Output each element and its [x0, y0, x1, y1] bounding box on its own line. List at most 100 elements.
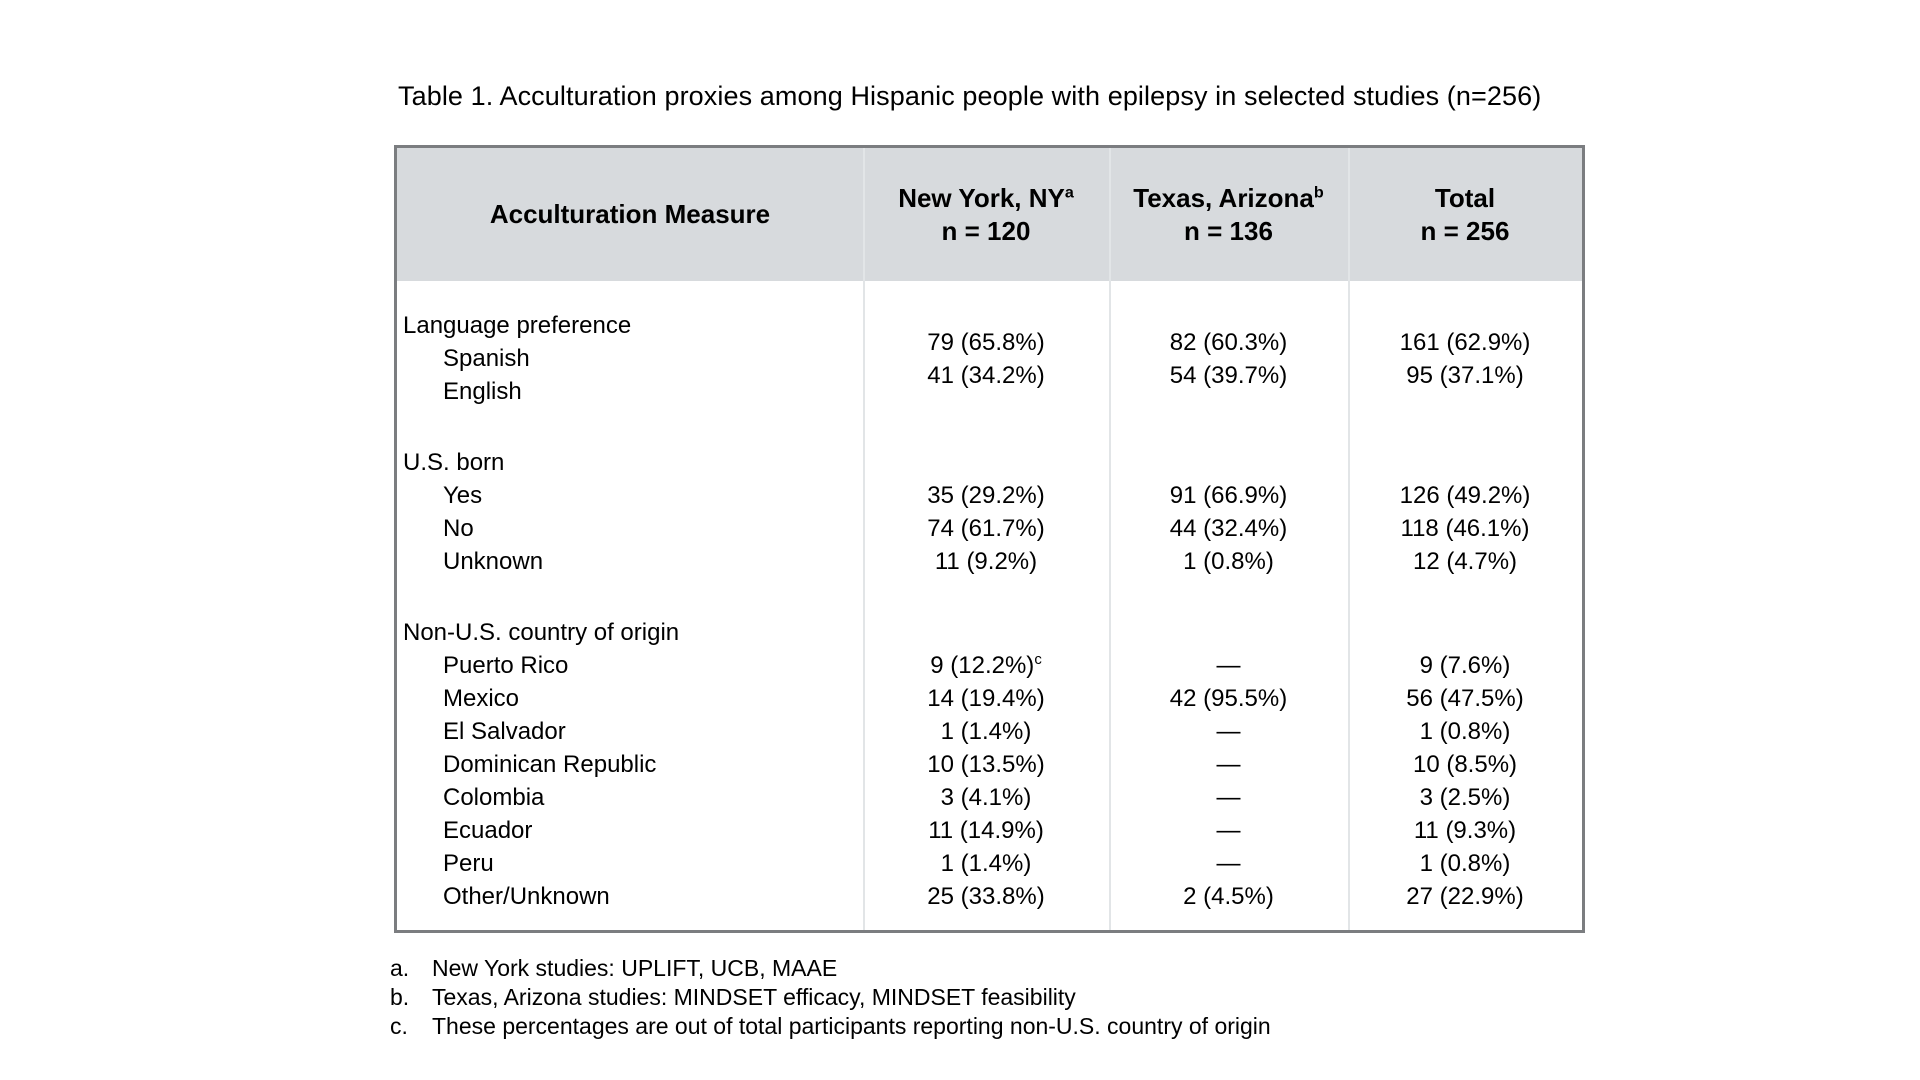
- value-tx: —: [1216, 784, 1241, 811]
- value-cell-ny: 11 (14.9%): [863, 814, 1109, 847]
- value-cell-tx: —: [1109, 781, 1348, 814]
- value-ny: 10 (13.5%): [927, 751, 1045, 778]
- value-cell-tx: —: [1109, 649, 1348, 682]
- value-cell-total: 10 (8.5%): [1348, 748, 1582, 781]
- value-cell-total: 161 (62.9%): [1348, 326, 1582, 359]
- footnote-marker: a.: [390, 955, 410, 981]
- row-label: Spanish: [443, 345, 530, 372]
- value-cell-total: 3 (2.5%): [1348, 781, 1582, 814]
- table-body: Language preference Spanish English 79 (65.…: [397, 281, 1582, 935]
- value-cell-ny: 9 (12.2%)c: [863, 649, 1109, 682]
- header-measure-label: Acculturation Measure: [489, 199, 771, 229]
- value-tx: 42 (95.5%): [1169, 685, 1288, 712]
- column-divider: [863, 148, 865, 930]
- table-section: Language preference Spanish English 79 (65.…: [397, 309, 1582, 408]
- value-cell-total: 118 (46.1%): [1348, 512, 1582, 545]
- value-cell-total: 27 (22.9%): [1348, 880, 1582, 913]
- value-cell-total: 11 (9.3%): [1348, 814, 1582, 847]
- value-cell-total: 1 (0.8%): [1348, 715, 1582, 748]
- value-ny: 25 (33.8%): [927, 883, 1045, 910]
- value-tx: 54 (39.7%): [1169, 361, 1288, 389]
- footnote-text: Texas, Arizona studies: MINDSET efficacy…: [432, 984, 1076, 1010]
- value-total: 11 (9.3%): [1413, 817, 1517, 844]
- value-ny: 41 (34.2%): [927, 361, 1045, 389]
- value-tx: 91 (66.9%): [1169, 482, 1288, 509]
- row-label: Ecuador: [443, 817, 533, 844]
- value-cell-ny: 74 (61.7%): [863, 512, 1109, 545]
- value-total: 118 (46.1%): [1400, 515, 1530, 542]
- footnote-text: These percentages are out of total parti…: [432, 1013, 1271, 1039]
- row-label: Dominican Republic: [443, 751, 657, 778]
- value-cell-ny: 10 (13.5%): [863, 748, 1109, 781]
- value-cell-tx: 82 (60.3%): [1109, 326, 1348, 359]
- value-tx: —: [1216, 751, 1241, 778]
- value-tx: —: [1216, 850, 1241, 877]
- value-cell-ny: 35 (29.2%): [863, 479, 1109, 512]
- value-column-total: 126 (49.2%) 118 (46.1%) 12 (4.7%): [1348, 446, 1582, 578]
- label-column: U.S. born Yes No Unknown: [397, 446, 863, 578]
- row-label: Mexico: [443, 685, 520, 712]
- table-header-row: Acculturation Measure New York, NYa n = …: [397, 148, 1582, 281]
- value-cell-tx: 54 (39.7%): [1109, 359, 1348, 392]
- value-cell-tx: 91 (66.9%): [1109, 479, 1348, 512]
- table-title: Table 1. Acculturation proxies among His…: [398, 81, 1542, 111]
- footnote-line: b. Texas, Arizona studies: MINDSET effica…: [390, 983, 1271, 1012]
- value-column-tx: — 42 (95.5%) — — — — — 2 (4.5%): [1109, 616, 1348, 913]
- row-label: English: [443, 378, 522, 405]
- value-column-ny: 35 (29.2%) 74 (61.7%) 11 (9.2%): [863, 446, 1109, 578]
- footnote-ref-c: c: [1034, 652, 1042, 668]
- label-column: Non-U.S. country of origin Puerto Rico Mex…: [397, 616, 863, 913]
- value-tx: 2 (4.5%): [1183, 883, 1274, 910]
- value-cell-tx: —: [1109, 748, 1348, 781]
- value-ny: 74 (61.7%): [927, 515, 1045, 542]
- table-section: U.S. born Yes No Unknown 35 (29.2%) 74 (61.7%…: [397, 446, 1582, 578]
- section-heading: Non-U.S. country of origin: [403, 619, 680, 646]
- footnote-line: c. These percentages are out of total par…: [390, 1012, 1271, 1041]
- row-label: El Salvador: [443, 718, 566, 745]
- value-total: 95 (37.1%): [1406, 361, 1524, 389]
- value-cell-ny: 1 (1.4%): [863, 847, 1109, 880]
- value-column-total: 9 (7.6%) 56 (47.5%) 1 (0.8%) 10 (8.5%) 3 (2.…: [1348, 616, 1582, 913]
- value-total: 9 (7.6%): [1419, 652, 1511, 679]
- value-ny: 79 (65.8%): [927, 328, 1045, 356]
- header-newyork-n: n = 120: [941, 215, 1031, 246]
- value-tx: 44 (32.4%): [1169, 515, 1288, 542]
- value-cell-total: 12 (4.7%): [1348, 545, 1582, 578]
- column-divider: [1109, 148, 1111, 930]
- value-total: 161 (62.9%): [1399, 328, 1531, 356]
- value-cell-tx: 44 (32.4%): [1109, 512, 1348, 545]
- value-total: 27 (22.9%): [1406, 883, 1524, 910]
- value-cell-tx: 42 (95.5%): [1109, 682, 1348, 715]
- value-cell-tx: —: [1109, 814, 1348, 847]
- value-tx: —: [1216, 817, 1241, 844]
- value-ny: 1 (1.4%): [940, 718, 1032, 745]
- value-cell-ny: 14 (19.4%): [863, 682, 1109, 715]
- value-column-total: 161 (62.9%) 95 (37.1%): [1348, 309, 1582, 408]
- footnote-marker: c.: [390, 1013, 408, 1039]
- value-tx: —: [1216, 652, 1241, 679]
- value-cell-ny: 3 (4.1%): [863, 781, 1109, 814]
- value-cell-ny: 11 (9.2%): [863, 545, 1109, 578]
- value-cell-ny: 25 (33.8%): [863, 880, 1109, 913]
- row-label: No: [443, 515, 474, 542]
- value-cell-total: 9 (7.6%): [1348, 649, 1582, 682]
- value-cell-ny: 79 (65.8%): [863, 326, 1109, 359]
- row-label: Puerto Rico: [443, 652, 569, 679]
- header-texas-column: Texas, Arizonab n = 136: [1109, 182, 1348, 248]
- value-ny: 1 (1.4%): [940, 850, 1032, 877]
- value-ny: 11 (9.2%): [934, 548, 1038, 575]
- acculturation-table: Acculturation Measure New York, NYa n = …: [394, 145, 1585, 933]
- header-measure-column: Acculturation Measure: [397, 198, 863, 231]
- value-column-tx: 91 (66.9%) 44 (32.4%) 1 (0.8%): [1109, 446, 1348, 578]
- value-ny: 11 (14.9%): [928, 817, 1044, 844]
- value-total: 1 (0.8%): [1419, 850, 1511, 877]
- value-total: 12 (4.7%): [1412, 548, 1518, 575]
- value-cell-total: 95 (37.1%): [1348, 359, 1582, 392]
- value-cell-tx: —: [1109, 847, 1348, 880]
- column-divider: [1348, 148, 1350, 930]
- value-tx: —: [1216, 718, 1241, 745]
- value-total: 10 (8.5%): [1412, 751, 1518, 778]
- value-tx: 82 (60.3%): [1169, 328, 1288, 356]
- footnote-text: New York studies: UPLIFT, UCB, MAAE: [432, 955, 838, 981]
